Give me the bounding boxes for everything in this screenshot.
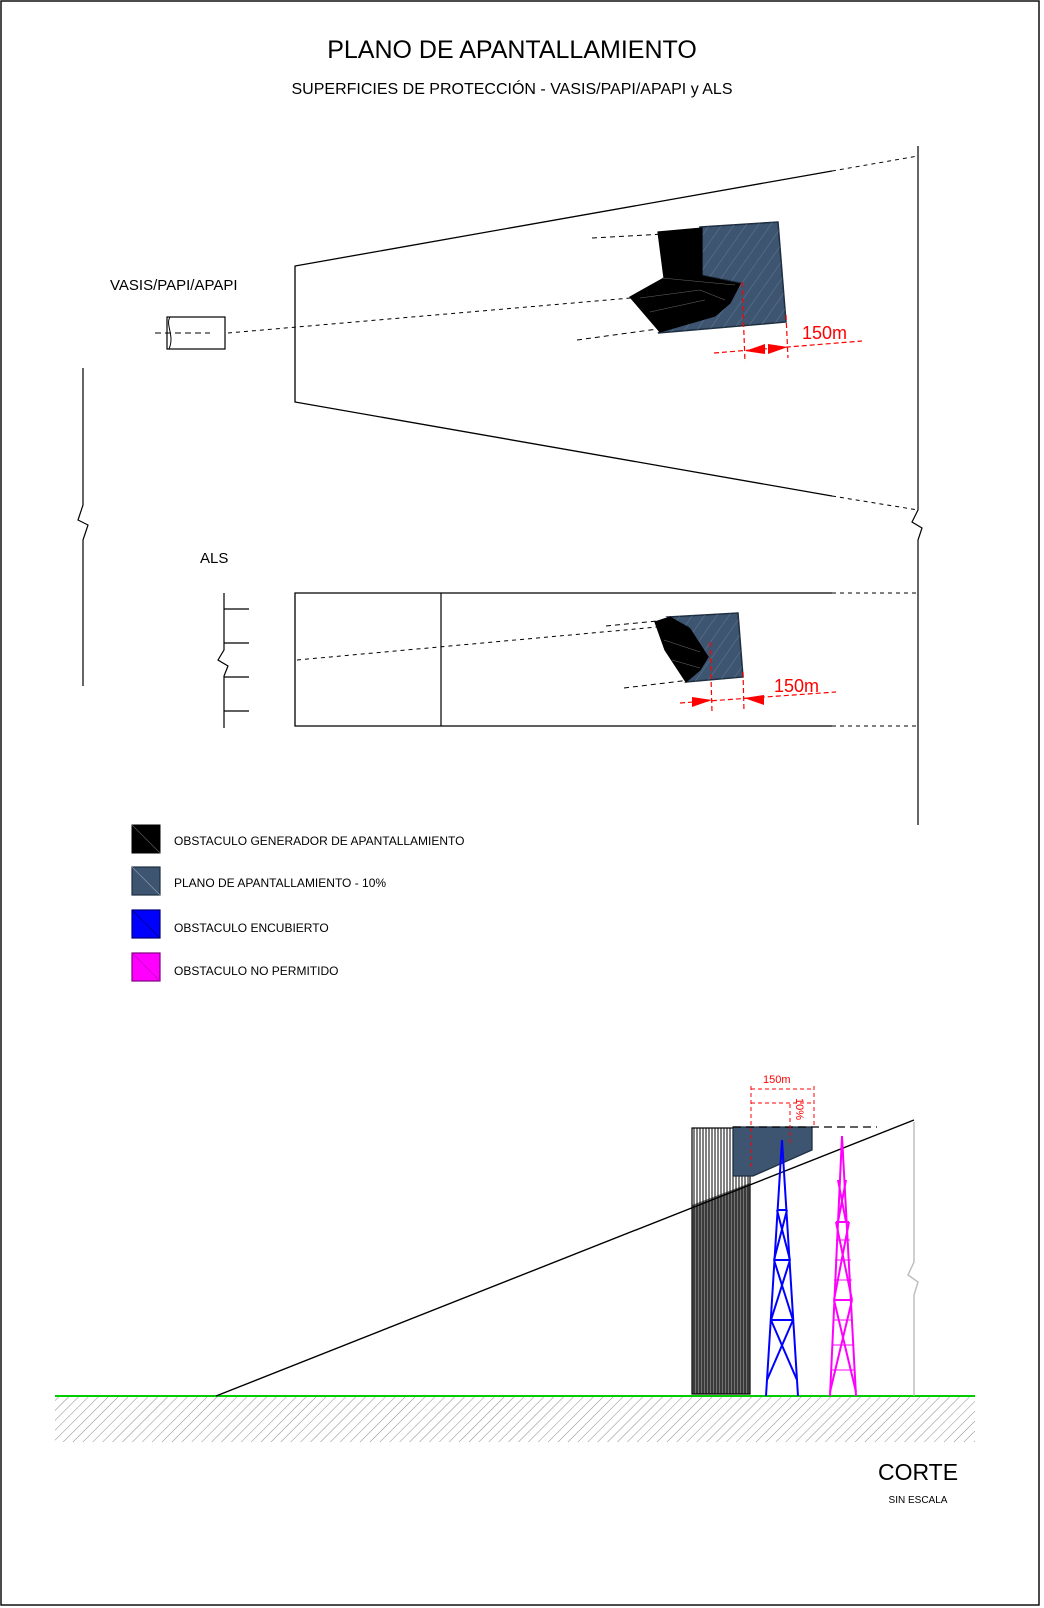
hidden-obstacle-tower [765,1139,799,1397]
legend: OBSTACULO GENERADOR DE APANTALLAMIENTO P… [131,824,465,982]
ground-hatch [55,1396,975,1442]
vasis-protection-surface [294,170,833,497]
runway-edge-line [77,368,89,686]
section-view: 150m 10% CORTE SIN ESCALA [55,1074,975,1506]
als-generating-obstacle [654,616,709,683]
section-title: CORTE [878,1459,958,1485]
als-plan: ALS 150m [200,550,918,728]
vasis-plan: VASIS/PAPI/APAPI 150m [77,146,923,825]
section-shield-plane [732,1126,813,1177]
legend-item-hidden-obstacle: OBSTACULO ENCUBIERTO [131,909,329,939]
als-protection-surface [294,592,832,727]
page-title: PLANO DE APANTALLAMIENTO [327,36,697,64]
protection-surface-line [215,1119,915,1397]
vasis-distance-label: 150m [802,323,847,343]
als-label: ALS [200,550,228,567]
legend-label: OBSTACULO ENCUBIERTO [174,921,329,935]
legend-label: OBSTACULO NO PERMITIDO [174,964,338,978]
section-distance-label: 150m [763,1074,791,1086]
page-subtitle: SUPERFICIES DE PROTECCIÓN - VASIS/PAPI/A… [292,79,733,98]
legend-item-forbidden-obstacle: OBSTACULO NO PERMITIDO [131,952,338,982]
legend-item-generating-obstacle: OBSTACULO GENERADOR DE APANTALLAMIENTO [131,824,465,854]
far-limit-line [911,146,923,825]
legend-label: PLANO DE APANTALLAMIENTO - 10% [174,876,386,890]
section-scale-note: SIN ESCALA [889,1495,948,1506]
legend-label: OBSTACULO GENERADOR DE APANTALLAMIENTO [174,834,465,848]
legend-item-shield-plane: PLANO DE APANTALLAMIENTO - 10% [131,866,386,896]
forbidden-obstacle-tower [829,1135,857,1397]
als-distance-label: 150m [774,676,819,696]
section-slope-label: 10% [793,1098,805,1120]
vasis-label: VASIS/PAPI/APAPI [110,277,238,294]
